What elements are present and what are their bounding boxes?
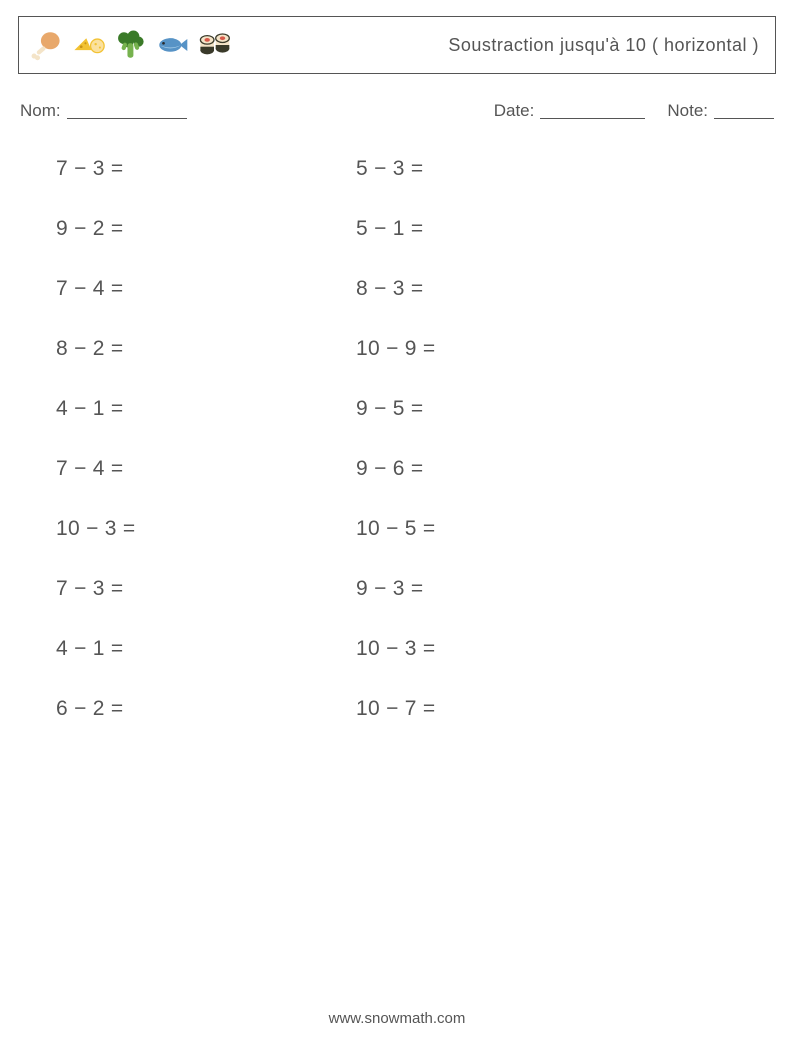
broccoli-icon: [113, 28, 147, 62]
problem: 5 − 3 =: [356, 157, 656, 181]
date-blank[interactable]: [540, 101, 645, 119]
problem: 10 − 5 =: [356, 517, 656, 541]
note-label: Note:: [667, 101, 708, 121]
meta-name: Nom:: [20, 98, 187, 121]
problems-area: 7 − 3 = 9 − 2 = 7 − 4 = 8 − 2 = 4 − 1 = …: [18, 157, 776, 721]
problem: 6 − 2 =: [56, 697, 356, 721]
drumstick-icon: [29, 28, 63, 62]
problem: 5 − 1 =: [356, 217, 656, 241]
footer-url: www.snowmath.com: [0, 1010, 794, 1027]
problem: 9 − 3 =: [356, 577, 656, 601]
problem: 7 − 3 =: [56, 157, 356, 181]
problem: 7 − 4 =: [56, 277, 356, 301]
header-icon-row: [29, 28, 231, 62]
problem: 9 − 2 =: [56, 217, 356, 241]
date-label: Date:: [494, 101, 535, 121]
name-label: Nom:: [20, 101, 61, 121]
problem: 9 − 6 =: [356, 457, 656, 481]
note-blank[interactable]: [714, 101, 774, 119]
problem: 4 − 1 =: [56, 637, 356, 661]
problem: 4 − 1 =: [56, 397, 356, 421]
problem: 10 − 3 =: [56, 517, 356, 541]
problem: 10 − 3 =: [356, 637, 656, 661]
worksheet-title: Soustraction jusqu'à 10 ( horizontal ): [448, 35, 759, 56]
problem: 8 − 2 =: [56, 337, 356, 361]
problems-column-1: 7 − 3 = 9 − 2 = 7 − 4 = 8 − 2 = 4 − 1 = …: [56, 157, 356, 721]
problem: 10 − 7 =: [356, 697, 656, 721]
problem: 10 − 9 =: [356, 337, 656, 361]
problems-column-2: 5 − 3 = 5 − 1 = 8 − 3 = 10 − 9 = 9 − 5 =…: [356, 157, 656, 721]
problem: 9 − 5 =: [356, 397, 656, 421]
fish-icon: [155, 28, 189, 62]
problem: 7 − 3 =: [56, 577, 356, 601]
worksheet-header: Soustraction jusqu'à 10 ( horizontal ): [18, 16, 776, 74]
meta-row: Nom: Date: Note:: [20, 98, 774, 121]
problem: 8 − 3 =: [356, 277, 656, 301]
problem: 7 − 4 =: [56, 457, 356, 481]
name-blank[interactable]: [67, 101, 187, 119]
sushi-icon: [197, 28, 231, 62]
cheese-icon: [71, 28, 105, 62]
